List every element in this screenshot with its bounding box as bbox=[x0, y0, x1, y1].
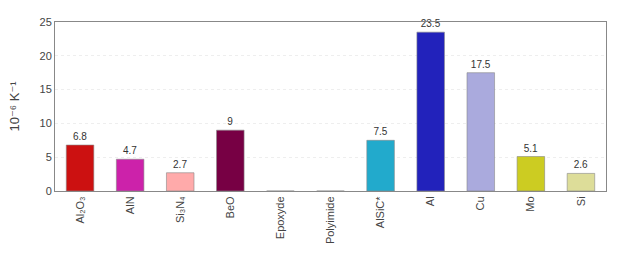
svg-text:0: 0 bbox=[46, 185, 52, 197]
svg-text:15: 15 bbox=[40, 83, 52, 95]
svg-text:6.8: 6.8 bbox=[73, 131, 87, 142]
svg-text:Al: Al bbox=[424, 196, 436, 206]
svg-text:2.6: 2.6 bbox=[574, 159, 588, 170]
svg-text:10: 10 bbox=[40, 117, 52, 129]
svg-text:5.1: 5.1 bbox=[524, 143, 538, 154]
svg-text:Mo: Mo bbox=[524, 196, 536, 211]
svg-text:23.5: 23.5 bbox=[421, 18, 441, 29]
svg-text:7.5: 7.5 bbox=[373, 126, 387, 137]
svg-text:10⁻⁶ K⁻¹: 10⁻⁶ K⁻¹ bbox=[7, 81, 22, 132]
svg-text:Cu: Cu bbox=[474, 196, 486, 210]
svg-text:2.7: 2.7 bbox=[173, 159, 187, 170]
svg-text:Si: Si bbox=[575, 196, 587, 206]
svg-text:17.5: 17.5 bbox=[471, 59, 491, 70]
svg-text:4.7: 4.7 bbox=[123, 145, 137, 156]
svg-text:Al₂O₃: Al₂O₃ bbox=[74, 196, 86, 223]
svg-text:AlN: AlN bbox=[124, 196, 136, 214]
svg-text:5: 5 bbox=[46, 151, 52, 163]
svg-text:Si₃N₄: Si₃N₄ bbox=[174, 196, 186, 223]
svg-text:AlSiC*: AlSiC* bbox=[374, 196, 386, 229]
svg-text:Polyimide: Polyimide bbox=[324, 196, 336, 244]
svg-text:Epoxyde: Epoxyde bbox=[274, 196, 286, 239]
svg-text:BeO: BeO bbox=[224, 196, 236, 218]
svg-text:25: 25 bbox=[40, 16, 52, 28]
svg-text:9: 9 bbox=[227, 116, 233, 127]
svg-text:20: 20 bbox=[40, 50, 52, 62]
